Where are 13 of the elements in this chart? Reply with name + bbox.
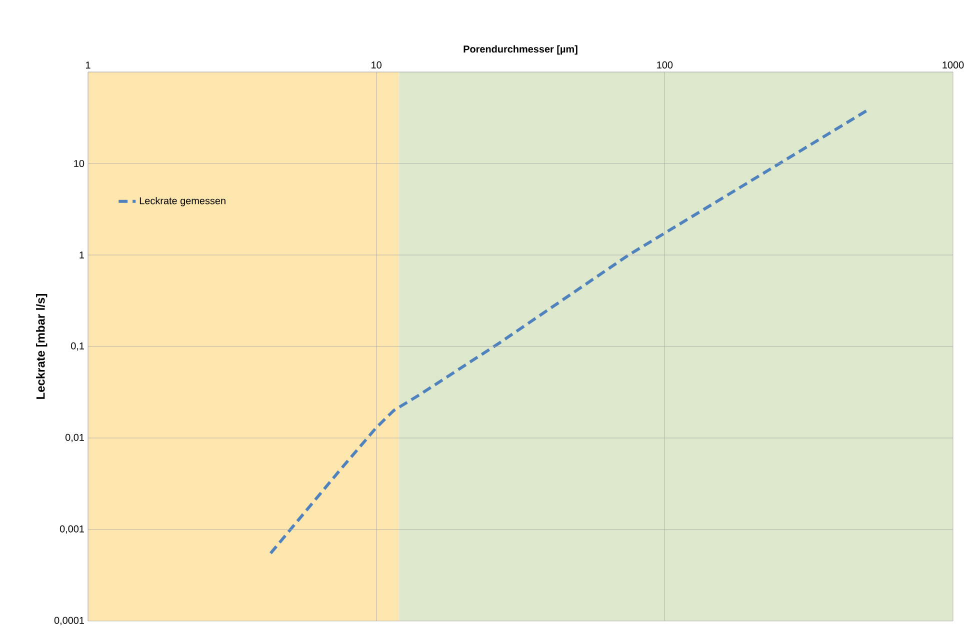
- y-axis-title: Leckrate [mbar l/s]: [36, 294, 48, 399]
- y-tick-label: 0,001: [60, 525, 84, 534]
- x-tick-label: 10: [372, 61, 382, 68]
- y-tick-label: 10: [74, 160, 84, 168]
- y-tick-label: 0,0001: [54, 616, 84, 626]
- y-tick-label: 0,1: [71, 342, 84, 351]
- x-axis-title: Porendurchmesser [µm]: [464, 45, 578, 55]
- y-tick-label: 1: [80, 252, 84, 258]
- y-tick-label: 0,01: [65, 434, 84, 442]
- x-tick-label: 100: [657, 61, 673, 68]
- x-tick-label: 1000: [942, 61, 964, 68]
- x-tick-label: 1: [86, 62, 90, 68]
- legend-label: Leckrate gemessen: [140, 196, 226, 206]
